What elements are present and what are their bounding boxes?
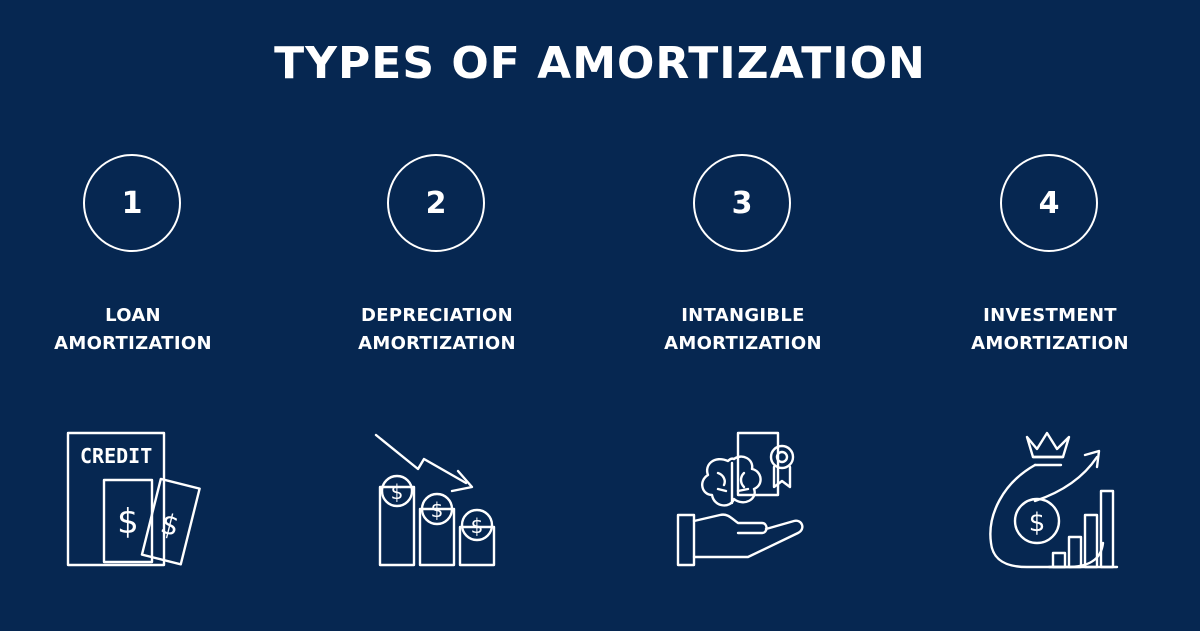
type-label-line2: AMORTIZATION bbox=[54, 333, 212, 354]
type-label-line1: DEPRECIATION bbox=[361, 305, 513, 326]
type-label-line1: LOAN bbox=[105, 305, 161, 326]
declining-coins-chart-icon: $ $ $ bbox=[362, 425, 512, 575]
type-label-line1: INTANGIBLE bbox=[681, 305, 805, 326]
type-label-line1: INVESTMENT bbox=[983, 305, 1117, 326]
hand-holding-brain-certificate-icon bbox=[668, 425, 818, 575]
type-label: LOAN AMORTIZATION bbox=[0, 302, 283, 358]
svg-text:$: $ bbox=[157, 507, 182, 543]
money-bag-growth-chart-icon: $ bbox=[975, 425, 1125, 575]
step-number-badge: 4 bbox=[1000, 154, 1098, 252]
svg-text:$: $ bbox=[1029, 508, 1046, 538]
type-label-line2: AMORTIZATION bbox=[971, 333, 1129, 354]
svg-text:$: $ bbox=[431, 498, 444, 522]
credit-text: CREDIT bbox=[80, 444, 152, 468]
amortization-type-investment: 4 INVESTMENT AMORTIZATION $ bbox=[900, 0, 1200, 631]
svg-text:$: $ bbox=[391, 480, 404, 504]
credit-card-icon: CREDIT $ $ bbox=[58, 425, 208, 575]
step-number-badge: 1 bbox=[83, 154, 181, 252]
type-label: DEPRECIATION AMORTIZATION bbox=[287, 302, 587, 358]
type-label-line2: AMORTIZATION bbox=[664, 333, 822, 354]
type-label: INVESTMENT AMORTIZATION bbox=[900, 302, 1200, 358]
amortization-type-depreciation: 2 DEPRECIATION AMORTIZATION $ $ $ bbox=[287, 0, 587, 631]
svg-text:$: $ bbox=[117, 502, 139, 542]
page-title: TYPES OF AMORTIZATION bbox=[274, 38, 926, 89]
svg-text:$: $ bbox=[471, 514, 484, 538]
type-label: INTANGIBLE AMORTIZATION bbox=[593, 302, 893, 358]
amortization-type-loan: 1 LOAN AMORTIZATION CREDIT $ $ bbox=[0, 0, 283, 631]
step-number-badge: 2 bbox=[387, 154, 485, 252]
amortization-type-intangible: 3 INTANGIBLE AMORTIZATION bbox=[593, 0, 893, 631]
type-label-line2: AMORTIZATION bbox=[358, 333, 516, 354]
step-number-badge: 3 bbox=[693, 154, 791, 252]
